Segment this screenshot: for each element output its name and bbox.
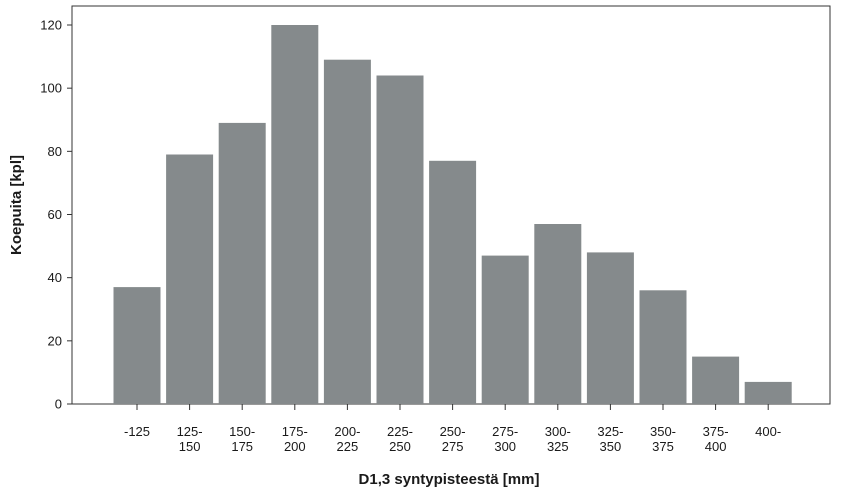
bar-1	[166, 154, 214, 404]
y-tick-label: 0	[55, 397, 62, 412]
x-axis-title: D1,3 syntypisteestä [mm]	[359, 471, 540, 488]
bar-10	[639, 290, 687, 404]
bar-3	[271, 25, 319, 404]
x-tick-label: 175-200	[282, 424, 308, 454]
y-tick-label: 20	[48, 333, 62, 348]
bar-7	[481, 255, 529, 404]
bar-4	[323, 59, 371, 404]
x-tick-label: 200-225	[334, 424, 360, 454]
x-axis-ticks: -125 125-150 150-175 175-200 200-225 225-250 2…	[124, 404, 781, 454]
x-tick-label: 325-350	[597, 424, 623, 454]
y-axis-title: Koepuita [kpl]	[8, 155, 25, 255]
x-tick-label: 400-	[755, 424, 781, 439]
y-tick-label: 100	[40, 81, 62, 96]
x-tick-label: 375-400	[703, 424, 729, 454]
x-tick-label: 250-275	[440, 424, 466, 454]
bar-2	[218, 122, 266, 405]
bar-12	[744, 381, 792, 404]
y-axis-ticks: 0 20 40 60 80 100 120	[40, 18, 72, 412]
y-tick-label: 40	[48, 270, 62, 285]
bar-8	[534, 224, 582, 404]
bar-11	[692, 356, 740, 404]
x-tick-label: -125	[124, 424, 150, 439]
bar-6	[429, 160, 477, 404]
x-tick-label: 150-175	[229, 424, 255, 454]
x-tick-label: 275-300	[492, 424, 518, 454]
bars-group	[113, 25, 792, 405]
x-tick-label: 350-375	[650, 424, 676, 454]
bar-5	[376, 75, 424, 404]
x-tick-label: 300-325	[545, 424, 571, 454]
bar-0	[113, 287, 161, 404]
bar-9	[586, 252, 634, 404]
x-tick-label: 225-250	[387, 424, 413, 454]
x-tick-label: 125-150	[177, 424, 203, 454]
y-tick-label: 120	[40, 18, 62, 33]
y-tick-label: 80	[48, 144, 62, 159]
y-tick-label: 60	[48, 207, 62, 222]
